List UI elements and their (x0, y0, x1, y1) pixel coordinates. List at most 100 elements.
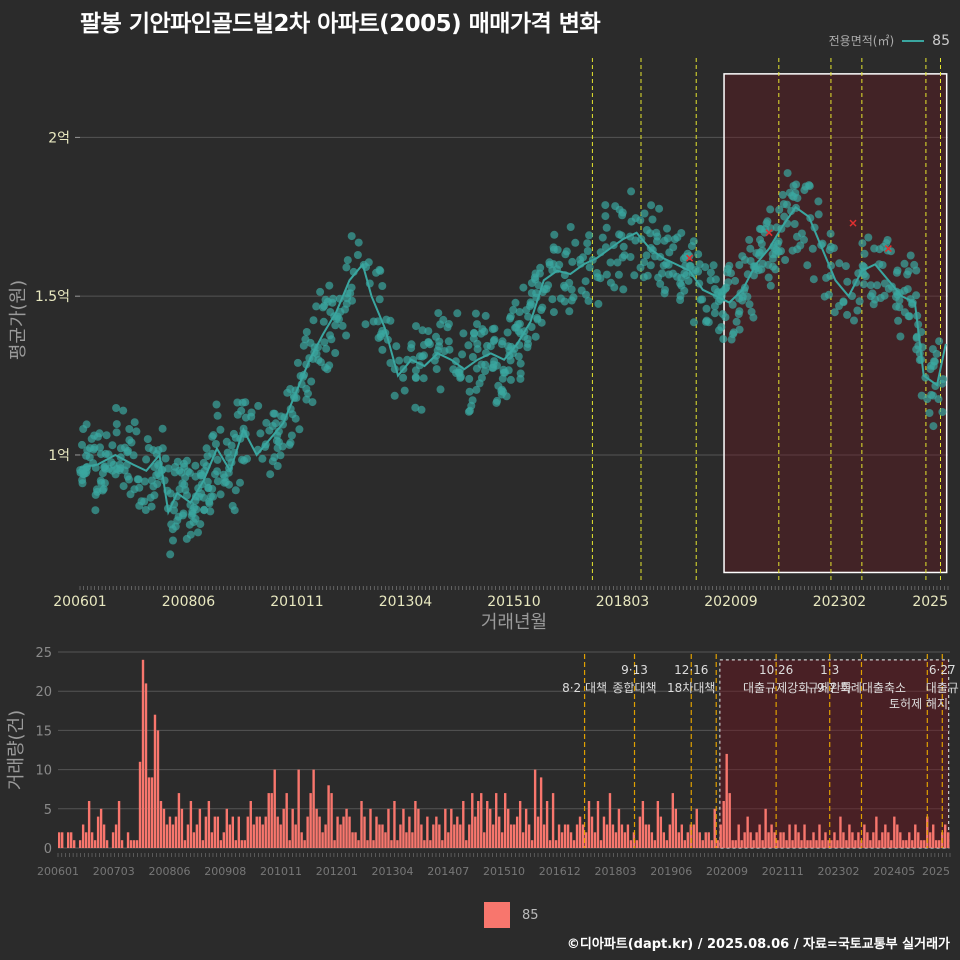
scatter-point (166, 489, 175, 498)
volume-bar (536, 816, 540, 848)
scatter-point (866, 281, 875, 290)
scatter-point (183, 456, 191, 465)
vol-y-axis-title: 거래량(건) (6, 710, 27, 790)
volume-bar (201, 840, 205, 848)
volume-bar (545, 801, 549, 848)
volume-bar (911, 840, 914, 848)
x-tick-label-8: 2025 (912, 594, 948, 610)
scatter-point (302, 395, 311, 404)
scatter-point (200, 505, 209, 514)
volume-bar (611, 824, 615, 848)
volume-bar (306, 816, 309, 848)
vol-x-tick-label-3: 200908 (204, 865, 246, 878)
volume-bar (719, 824, 722, 848)
scatter-point (686, 262, 695, 271)
vol-x-tick-label-11: 201906 (650, 865, 692, 878)
scatter-point (696, 295, 705, 304)
scatter-point (417, 405, 426, 414)
scatter-point (830, 308, 839, 317)
scatter-point (769, 262, 777, 271)
y-tick-label-0: 1억 (48, 448, 70, 464)
volume-bar (557, 824, 561, 848)
volume-bar (483, 832, 486, 848)
scatter-point (444, 337, 453, 346)
volume-bar (177, 793, 181, 848)
scatter-point (783, 169, 792, 178)
scatter-point (567, 285, 576, 294)
price-chart: 1억 1.5억 2억 200601 200806 201011 201304 201510 20… (8, 58, 949, 633)
scatter-point (212, 400, 221, 409)
scatter-point (288, 410, 297, 419)
volume-bar (764, 808, 767, 848)
volume-bar (848, 824, 851, 848)
volume-bar (270, 793, 273, 848)
volume-bar (69, 832, 73, 848)
scatter-point (719, 335, 728, 344)
volume-bar (246, 816, 249, 848)
volume-bar (378, 824, 381, 848)
scatter-point (896, 332, 905, 341)
volume-bar (87, 801, 91, 848)
scatter-point (269, 409, 278, 418)
scatter-point (195, 492, 204, 501)
volume-bar (192, 832, 196, 848)
scatter-point (904, 267, 913, 276)
volume-bar (234, 840, 237, 848)
scatter-point (285, 440, 294, 449)
volume-bar (533, 769, 537, 848)
volume-bar (755, 832, 758, 848)
scatter-point (843, 277, 852, 286)
vol-x-tick-label-2: 200806 (149, 865, 191, 878)
volume-bar (144, 683, 148, 848)
volume-bar (575, 824, 579, 848)
volume-bar (231, 816, 234, 848)
scatter-point (133, 475, 142, 484)
scatter-point (444, 320, 453, 328)
volume-bar (857, 832, 860, 848)
scatter-point (490, 324, 499, 333)
scatter-point (85, 453, 94, 462)
scatter-point (390, 391, 399, 400)
scatter-point (273, 462, 282, 470)
scatter-point (320, 338, 329, 347)
volume-bar (294, 824, 297, 848)
x-tick-label-0: 200601 (53, 594, 106, 610)
volume-bar (138, 761, 142, 848)
scatter-point (636, 216, 645, 225)
volume-bar (456, 816, 459, 848)
volume-bar (548, 840, 552, 848)
volume-bar (339, 824, 342, 848)
scatter-point (506, 314, 514, 323)
volume-bar (375, 816, 378, 848)
volume-bar (722, 801, 725, 848)
x-tick-label-1: 200806 (162, 594, 216, 610)
volume-bar (222, 832, 226, 848)
scatter-point (788, 246, 797, 255)
scatter-point (186, 500, 195, 509)
scatter-point (481, 360, 490, 369)
volume-bar (542, 824, 546, 848)
volume-bar (626, 824, 630, 848)
scatter-point (111, 470, 120, 479)
vol-x-tick-label-7: 201407 (427, 865, 469, 878)
scatter-point (858, 261, 867, 270)
scatter-point (89, 445, 98, 454)
scatter-point (719, 287, 727, 296)
scatter-point (143, 435, 152, 444)
vol-x-tick-label-12: 202009 (706, 865, 748, 878)
scatter-point (646, 261, 655, 270)
volume-bar (614, 832, 618, 848)
volume-bar (351, 832, 354, 848)
volume-bar (336, 816, 339, 848)
volume-bar (402, 808, 405, 848)
volume-bar (791, 840, 794, 848)
scatter-point (209, 492, 218, 501)
volume-bar (276, 816, 279, 848)
scatter-point (407, 340, 416, 349)
scatter-point (659, 261, 668, 270)
volume-bar (309, 793, 312, 848)
volume-bar (758, 824, 761, 848)
volume-bar (833, 832, 836, 848)
legend-top: 전용면적(㎡) 85 (829, 32, 950, 49)
scatter-point (682, 271, 691, 280)
